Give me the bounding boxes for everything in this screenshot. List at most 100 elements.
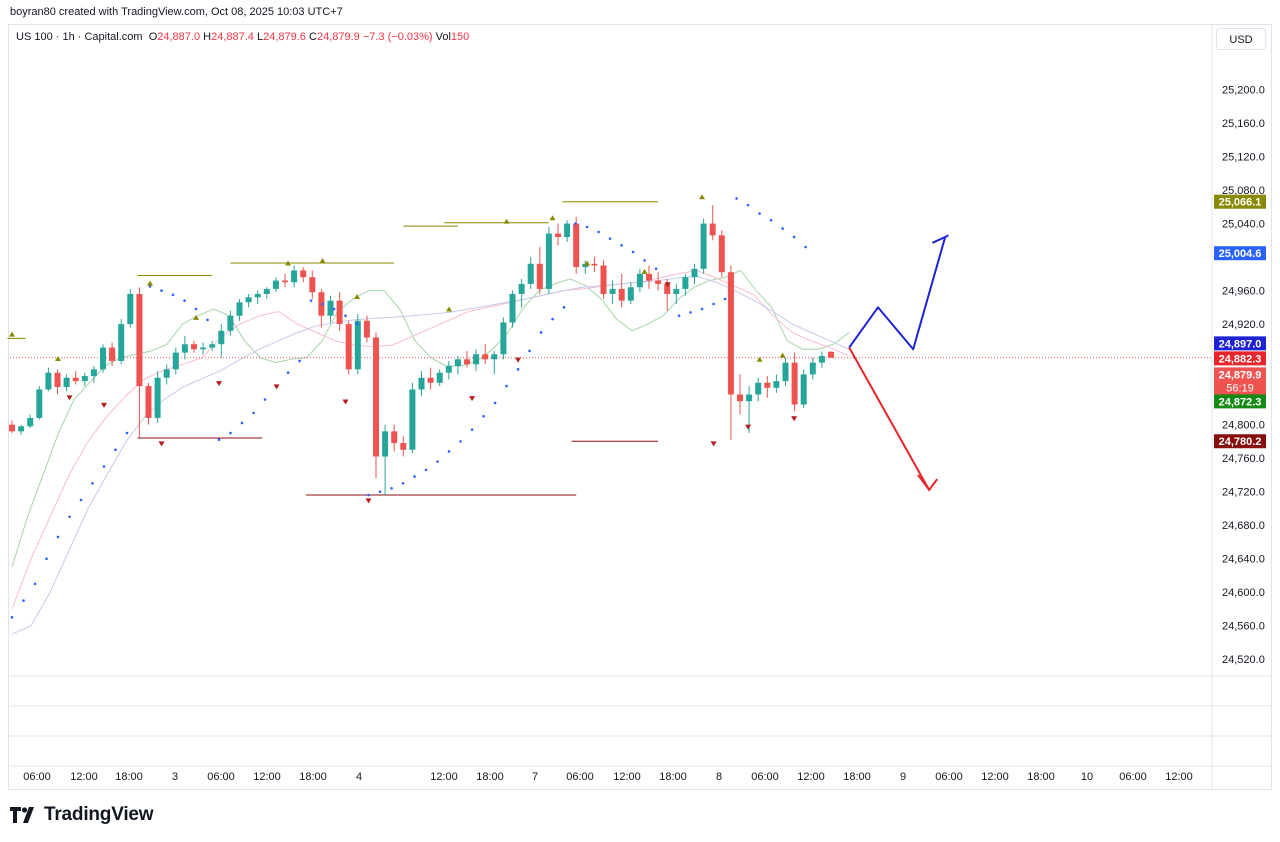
forecast-down-arrow <box>848 347 931 491</box>
candle-body <box>300 270 307 278</box>
price-label-text: 24,897.0 <box>1219 338 1262 350</box>
psar-dot <box>585 225 589 229</box>
candle-body <box>536 263 543 289</box>
x-tick-label: 8 <box>716 771 722 783</box>
pivot-high-marker <box>699 194 706 200</box>
psar-dot <box>102 465 106 468</box>
psar-dot <box>378 490 382 493</box>
candle-body <box>18 426 25 432</box>
candle-body <box>191 344 197 350</box>
candle-body <box>764 382 771 388</box>
candle-body <box>482 354 489 360</box>
pivot-high-marker <box>641 268 648 274</box>
candle-body <box>245 297 252 303</box>
candle-body <box>354 320 361 370</box>
psar-dot <box>539 331 543 334</box>
candle-body <box>527 263 534 284</box>
pivot-high-marker <box>285 260 292 266</box>
symbol-label[interactable]: US 100 · 1h · Capital.com <box>16 31 143 43</box>
x-tick-label: 12:00 <box>981 771 1009 783</box>
price-label: 24,780.2 <box>1214 434 1266 449</box>
x-tick-label: 12:00 <box>430 771 458 783</box>
price-label-bg <box>1214 434 1266 449</box>
psar-dot <box>551 317 554 321</box>
psar-dot <box>56 535 60 539</box>
candle-body <box>600 265 607 294</box>
psar-dot <box>194 307 198 311</box>
pivot-high-marker <box>9 331 15 337</box>
candle-body <box>700 223 707 269</box>
candle-body <box>327 300 334 316</box>
pivot-low-marker <box>515 357 522 363</box>
price-label-text: 24,879.9 <box>1219 369 1262 381</box>
candle-body <box>518 283 525 294</box>
x-tick-label: 18:00 <box>659 771 687 783</box>
moving-average-line-2 <box>11 275 850 635</box>
price-label-bg <box>1214 336 1266 351</box>
close-label: C <box>309 31 317 43</box>
psar-dot <box>781 227 784 230</box>
candle-body <box>200 347 207 350</box>
y-tick-label: 24,520.0 <box>1222 654 1265 666</box>
price-label: 24,897.0 <box>1214 336 1266 351</box>
y-tick-label: 24,680.0 <box>1222 520 1265 532</box>
candle-body <box>109 347 116 361</box>
pivot-high-marker <box>354 293 361 299</box>
price-label-text: 25,004.6 <box>1219 248 1262 260</box>
x-tick-label: 12:00 <box>70 771 98 783</box>
psar-dot <box>631 250 635 254</box>
psar-dot <box>700 307 704 311</box>
psar-dot <box>401 481 405 485</box>
psar-dot <box>447 450 451 453</box>
y-tick-label: 24,720.0 <box>1222 487 1265 499</box>
x-tick-label: 06:00 <box>1119 771 1147 783</box>
y-tick-label: 24,800.0 <box>1222 420 1265 432</box>
psar-dot <box>33 582 37 586</box>
pivot-low-marker <box>791 416 798 422</box>
candle-body <box>291 270 298 283</box>
psar-dot <box>769 218 773 222</box>
candle-body <box>63 377 70 387</box>
pivot-high-marker <box>503 218 510 224</box>
candle-body <box>627 287 634 301</box>
y-tick-label: 25,120.0 <box>1222 152 1265 164</box>
chart-frame <box>8 24 1272 790</box>
psar-dot <box>482 414 485 418</box>
price-label-bg <box>1214 246 1266 261</box>
candle-body <box>818 355 825 363</box>
psar-dot <box>91 481 94 485</box>
psar-dot <box>654 267 658 271</box>
candle-body <box>227 315 234 331</box>
psar-dot <box>206 318 209 322</box>
candle-body <box>773 381 780 388</box>
candle-body <box>591 263 598 266</box>
candle-body <box>454 359 461 366</box>
pivot-low-marker <box>273 384 280 390</box>
y-tick-label: 24,600.0 <box>1222 587 1265 599</box>
candle-body <box>809 362 816 375</box>
psar-dot <box>171 293 175 297</box>
candle-body <box>646 273 652 281</box>
forecast-down-arrowhead <box>917 474 939 492</box>
psar-dot <box>148 285 152 288</box>
psar-dot <box>608 237 612 240</box>
x-tick-label: 18:00 <box>476 771 504 783</box>
x-tick-label: 06:00 <box>935 771 963 783</box>
psar-dot <box>470 428 474 431</box>
x-tick-label: 12:00 <box>613 771 641 783</box>
tradingview-logo-text: TradingView <box>44 804 154 825</box>
psar-dot <box>597 230 600 234</box>
psar-dot <box>183 299 186 302</box>
pivot-low-marker <box>158 441 165 447</box>
currency-button[interactable]: USD <box>1216 28 1266 50</box>
candle-body <box>618 288 625 301</box>
candle-body <box>573 223 580 268</box>
y-tick-label: 25,040.0 <box>1222 219 1265 231</box>
x-tick-label: 10 <box>1081 771 1093 783</box>
x-tick-label: 18:00 <box>843 771 871 783</box>
x-tick-label: 3 <box>172 771 178 783</box>
candle-body <box>163 369 170 378</box>
candle-body <box>782 362 789 382</box>
price-label: 24,882.3 <box>1214 351 1266 366</box>
